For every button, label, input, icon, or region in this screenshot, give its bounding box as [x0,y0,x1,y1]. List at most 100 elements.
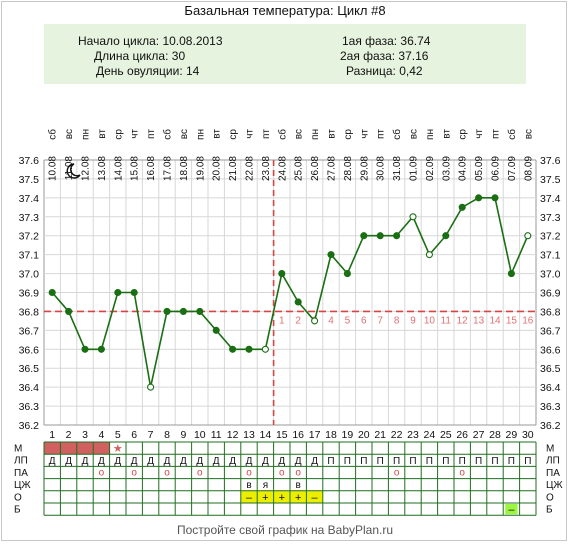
y-tick-left: 36.3 [19,401,40,413]
temperature-point [97,345,105,353]
row-label-left: ЛП [14,456,28,467]
luteal-day-label: 8 [394,315,400,326]
lp-cell: П [459,456,466,467]
row-label-right: ПА [546,468,560,479]
weekday-label: вс [523,129,534,139]
chart-title: Базальная температура: Цикл #8 [184,3,386,18]
row-label-left: О [14,492,22,503]
temperature-point [196,307,204,315]
weekday-label: вт [97,129,108,139]
o-cell: – [312,492,319,504]
lp-cell: П [327,456,334,467]
date-label: 19.08 [195,156,206,181]
weekday-label: вс [409,129,420,139]
day-number: 16 [292,429,304,441]
weekday-label: вс [179,129,190,139]
lp-cell: Д [311,456,318,467]
y-tick-left: 37.6 [19,155,40,167]
pa-cell: о [131,467,137,478]
luteal-day-label: 15 [506,315,518,326]
temperature-point [261,345,269,353]
date-label: 02.09 [425,156,436,181]
day-number: 28 [489,429,501,441]
day-number: 10 [194,429,206,441]
date-label: 01.09 [409,156,420,181]
date-label: 13.08 [97,156,108,181]
weekday-label: вс [294,129,305,139]
date-label: 25.08 [294,156,305,181]
footer-link[interactable]: Постройте свой график на BabyPlan.ru [176,523,394,537]
day-number: 30 [522,429,534,441]
day-number: 1 [49,429,55,441]
temperature-point [114,288,122,297]
temperature-point [311,317,319,325]
temperature-point [179,307,187,315]
temperature-point [409,213,417,221]
day-number: 9 [180,429,186,441]
y-tick-right: 36.5 [540,363,561,375]
weekday-label: ср [113,129,124,140]
temperature-point [212,326,220,334]
row-label-right: О [546,492,554,503]
weekday-label: сб [162,129,174,140]
pa-cell: о [246,467,252,478]
row-label-right: ЛП [546,456,560,467]
y-tick-left: 36.9 [19,288,40,300]
cycle-start-text: Начало цикла: 10.08.2013 [78,34,223,48]
menstruation-cell [44,442,61,455]
row-label-right: ЦЖ [546,480,563,491]
luteal-day-label: 6 [361,315,367,326]
moon-icon [66,163,81,179]
phase2-text: 2ая фаза: 37.16 [340,49,429,63]
y-tick-right: 37.1 [540,250,561,262]
luteal-day-label: 11 [441,315,452,326]
lp-cell: Д [131,456,138,467]
y-tick-right: 36.7 [540,325,561,337]
temperature-point [278,270,286,278]
czh-cell: в [246,480,251,491]
temperature-point [294,298,302,306]
date-label: 29.08 [359,156,370,181]
row-label-left: ЦЖ [14,480,31,491]
lp-cell: Д [262,456,269,467]
day-number: 12 [227,429,239,441]
temperature-point [376,232,384,240]
y-tick-left: 37.3 [19,212,40,224]
lp-cell: Д [246,456,253,467]
date-label: 27.08 [327,156,338,181]
date-label: 16.08 [146,156,157,181]
y-tick-right: 37.2 [540,231,561,243]
day-number: 13 [243,429,255,441]
y-tick-left: 36.7 [19,325,40,337]
y-tick-right: 37.5 [540,174,561,186]
date-label: 23.08 [261,156,272,181]
y-tick-left: 37.0 [19,269,40,281]
weekday-label: чт [245,129,256,139]
weekday-label: пн [81,129,92,140]
lp-cell: Д [295,456,302,467]
czh-cell: я [263,480,268,491]
ovulation-test-cell [306,490,323,503]
ovulation-day-text: День овуляции: 14 [96,64,200,78]
pa-cell: о [295,467,301,478]
temperature-point [48,288,56,297]
row-label-left: Б [14,505,21,516]
temperature-point [475,194,483,202]
temperature-point [65,307,73,315]
day-number: 22 [391,429,403,441]
date-label: 21.08 [228,156,239,181]
pa-cell: о [164,467,170,478]
date-label: 24.08 [277,156,288,181]
date-label: 17.08 [163,156,174,181]
lp-cell: Д [147,456,154,467]
day-number: 5 [115,429,121,441]
weekday-label: сб [391,129,403,140]
lp-cell: Д [114,456,121,467]
o-cell: + [262,492,268,504]
lp-cell: П [393,456,400,467]
y-tick-left: 37.1 [19,250,40,262]
luteal-day-label: 4 [328,315,334,326]
y-tick-right: 37.3 [540,212,561,224]
lp-cell: Д [65,456,72,467]
difference-text: Разница: 0,42 [346,64,423,78]
